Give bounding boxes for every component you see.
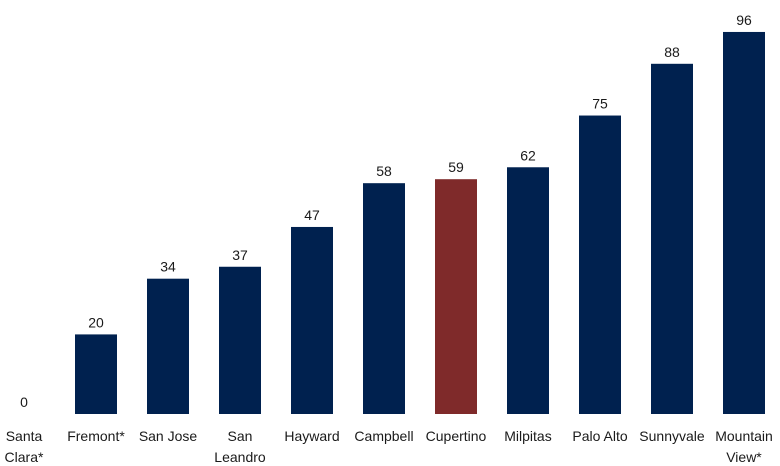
category-label-5: Campbell	[354, 428, 413, 444]
category-label-line: Campbell	[354, 428, 413, 444]
category-label-line: View*	[726, 449, 762, 465]
category-label-4: Hayward	[284, 428, 339, 444]
bar-5	[363, 183, 405, 414]
category-label-line: Palo Alto	[572, 428, 627, 444]
value-label-6: 59	[448, 159, 464, 175]
category-label-8: Palo Alto	[572, 428, 627, 444]
value-label-8: 75	[592, 96, 608, 112]
category-label-line: San Jose	[139, 428, 198, 444]
value-label-9: 88	[664, 44, 680, 60]
category-labels-group: Santa Clara* Fremont* San Jose San Leandro Hay…	[5, 428, 773, 465]
bar-2	[147, 278, 189, 414]
value-label-0: 0	[20, 394, 28, 410]
category-label-2: San Jose	[139, 428, 198, 444]
bar-6	[435, 179, 477, 414]
category-label-6: Cupertino	[426, 428, 487, 444]
bar-4	[291, 226, 333, 414]
value-label-5: 58	[376, 163, 392, 179]
bars-group	[75, 31, 765, 415]
category-label-line: Hayward	[284, 428, 339, 444]
category-label-9: Sunnyvale	[639, 428, 705, 444]
value-label-2: 34	[160, 259, 176, 275]
bar-9	[651, 63, 693, 414]
category-label-line: Clara*	[5, 449, 44, 465]
category-label-line: Cupertino	[426, 428, 487, 444]
value-label-1: 20	[88, 314, 104, 330]
bar-10	[723, 31, 765, 415]
bar-3	[219, 266, 261, 414]
category-label-3: San Leandro	[214, 428, 266, 465]
category-label-10: Mountain View*	[715, 428, 773, 465]
bar-7	[507, 167, 549, 414]
category-label-line: Sunnyvale	[639, 428, 705, 444]
value-label-3: 37	[232, 247, 248, 263]
category-label-line: Milpitas	[504, 428, 551, 444]
value-labels-group: 0 20 34 37 47 58 59 62 75 88 96	[20, 12, 752, 410]
value-label-10: 96	[736, 12, 752, 28]
value-label-4: 47	[304, 207, 320, 223]
category-label-line: Mountain	[715, 428, 773, 444]
category-label-0: Santa Clara*	[5, 428, 44, 465]
category-label-1: Fremont*	[67, 428, 125, 444]
bar-1	[75, 334, 117, 414]
bar-8	[579, 115, 621, 414]
category-label-line: Fremont*	[67, 428, 125, 444]
category-label-line: San	[228, 428, 253, 444]
category-label-line: Leandro	[214, 449, 266, 465]
category-label-7: Milpitas	[504, 428, 551, 444]
value-label-7: 62	[520, 147, 536, 163]
category-label-line: Santa	[6, 428, 43, 444]
